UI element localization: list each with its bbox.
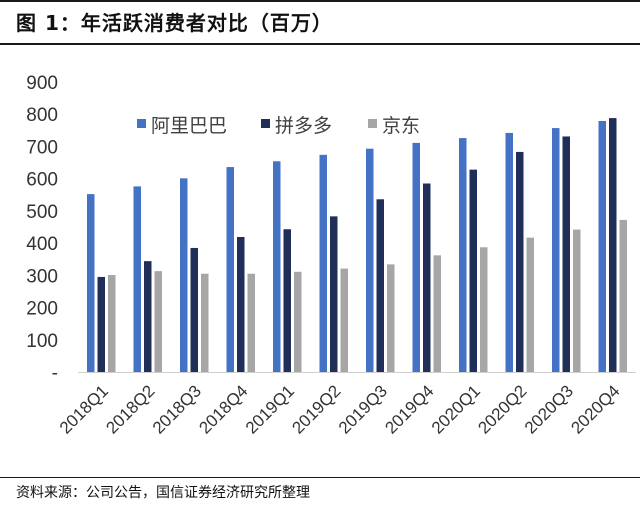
bar-chart: - 100 200 300 400 500 600 700 800 900 2018Q12018Q2…: [26, 73, 636, 438]
bar-alibaba: [87, 194, 95, 372]
bar-alibaba: [505, 132, 513, 372]
legend-swatch: [137, 119, 146, 128]
header-top-rule: [0, 0, 640, 2]
y-tick-label: 100: [26, 331, 58, 352]
x-tick-label: 2020Q1: [428, 381, 484, 437]
bar-pinduoduo: [330, 216, 338, 372]
bar-pinduoduo: [469, 169, 477, 372]
x-tick-label: 2018Q4: [195, 381, 251, 437]
x-tick-label: 2020Q3: [521, 381, 577, 437]
bar-pinduoduo: [609, 118, 617, 372]
legend-swatch: [368, 119, 377, 128]
y-tick-label: 700: [26, 137, 58, 158]
x-tick-label: 2019Q3: [335, 381, 391, 437]
bar-alibaba: [598, 120, 606, 372]
bar-alibaba: [459, 138, 467, 372]
bar-alibaba: [552, 128, 560, 372]
x-tick-label: 2019Q2: [288, 381, 344, 437]
x-tick-label: 2019Q1: [242, 381, 298, 437]
source-note: 资料来源：公司公告，国信证券经济研究所整理: [16, 485, 310, 501]
bar-jd: [294, 271, 302, 372]
bar-alibaba: [226, 167, 234, 372]
bar-pinduoduo: [283, 229, 291, 372]
bar-alibaba: [366, 148, 374, 372]
legend-label: 拼多多: [275, 115, 332, 137]
y-tick-label: 200: [26, 299, 58, 320]
bar-jd: [340, 268, 348, 372]
y-tick-label: 300: [26, 266, 58, 287]
x-tick-label: 2018Q2: [102, 381, 158, 437]
bar-pinduoduo: [190, 247, 198, 372]
bar-jd: [526, 237, 534, 372]
footer-rule: [0, 477, 640, 478]
x-tick-label: 2019Q4: [381, 381, 437, 437]
x-tick-label: 2020Q4: [567, 381, 623, 437]
bar-jd: [480, 247, 488, 372]
bar-alibaba: [133, 186, 141, 372]
legend-label: 阿里巴巴: [151, 115, 227, 137]
header-bottom-rule: [0, 43, 640, 45]
page-title: 图 1：年活跃消费者对比（百万）: [16, 11, 333, 35]
bar-pinduoduo: [144, 261, 152, 372]
bar-pinduoduo: [237, 236, 245, 372]
bar-jd: [433, 255, 441, 372]
bar-jd: [247, 273, 255, 372]
y-tick-label: 900: [26, 73, 58, 94]
x-tick-label: 2020Q2: [474, 381, 530, 437]
x-tick-label: 2018Q3: [149, 381, 205, 437]
bar-alibaba: [180, 178, 188, 372]
bar-pinduoduo: [97, 276, 105, 372]
bar-alibaba: [273, 161, 281, 372]
bar-jd: [387, 264, 395, 372]
legend-label: 京东: [382, 115, 420, 137]
y-tick-label: 600: [26, 170, 58, 191]
bar-jd: [201, 273, 209, 372]
bar-alibaba: [412, 142, 420, 372]
y-tick-label: 800: [26, 105, 58, 126]
y-tick-label: 400: [26, 234, 58, 255]
bar-pinduoduo: [516, 151, 524, 372]
bar-pinduoduo: [562, 136, 570, 372]
bar-jd: [108, 275, 116, 372]
x-tick-label: 2018Q1: [56, 381, 112, 437]
y-tick-label: -: [52, 363, 58, 384]
bar-alibaba: [319, 154, 327, 372]
legend-swatch: [261, 119, 270, 128]
bar-pinduoduo: [376, 199, 384, 372]
y-tick-label: 500: [26, 202, 58, 223]
bar-jd: [154, 271, 162, 372]
bar-pinduoduo: [423, 183, 431, 372]
bar-jd: [619, 219, 627, 372]
bar-jd: [573, 229, 581, 372]
